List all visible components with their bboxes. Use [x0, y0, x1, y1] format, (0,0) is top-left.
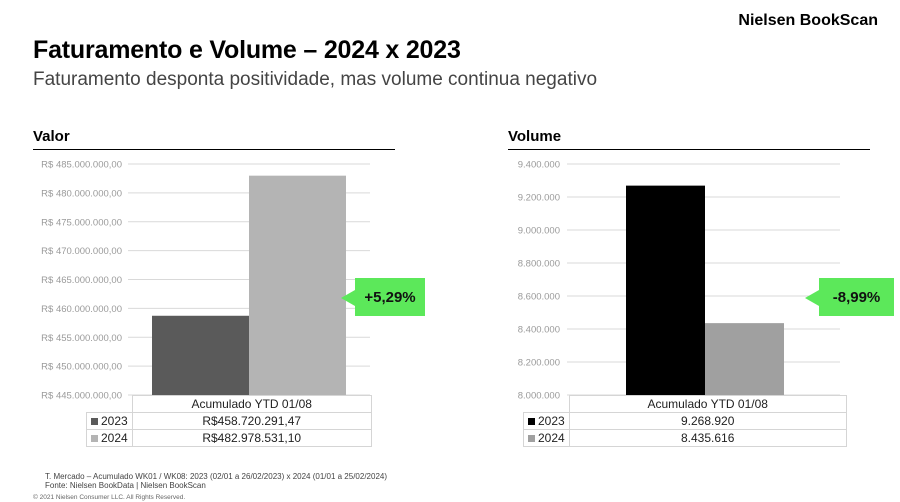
valor-chart: R$ 445.000.000,00 R$ 450.000.000,00 R$ 455…: [41, 160, 370, 402]
valor-value-2024: R$482.978.531,10: [131, 429, 372, 447]
volume-ytick-label: 8.600.000: [518, 292, 560, 303]
valor-ytick-label: R$ 460.000.000,00: [41, 304, 122, 315]
valor-swatch-2023: [91, 418, 98, 425]
valor-ytick-label: R$ 485.000.000,00: [41, 160, 122, 171]
valor-bar-2024: [249, 175, 346, 395]
volume-section-title: Volume: [508, 128, 562, 145]
valor-ytick-label: R$ 465.000.000,00: [41, 275, 122, 286]
valor-bar-2023: [152, 315, 249, 395]
valor-change-badge-pointer: [341, 290, 355, 306]
valor-data-table: Acumulado YTD 01/08 2023 R$458.720.291,4…: [86, 395, 372, 447]
volume-table-category: Acumulado YTD 01/08: [568, 395, 847, 413]
volume-legend-2024-label: 2024: [538, 431, 565, 445]
volume-legend-2023-label: 2023: [538, 414, 565, 428]
volume-bar-2023: [626, 185, 705, 395]
valor-ytick-label: R$ 480.000.000,00: [41, 188, 122, 199]
valor-section-rule: [33, 149, 395, 150]
valor-ytick-label: R$ 455.000.000,00: [41, 333, 122, 344]
volume-table-corner: [523, 395, 570, 413]
volume-ytick-label: 8.800.000: [518, 259, 560, 270]
volume-ytick-label: 8.200.000: [518, 358, 560, 369]
valor-legend-2023: 2023: [86, 412, 133, 430]
volume-ytick-label: 8.400.000: [518, 325, 560, 336]
page-title: Faturamento e Volume – 2024 x 2023: [33, 36, 461, 64]
volume-legend-2023: 2023: [523, 412, 570, 430]
valor-legend-2023-label: 2023: [101, 414, 128, 428]
valor-ytick-label: R$ 475.000.000,00: [41, 217, 122, 228]
footnote-period: T. Mercado – Acumulado WK01 / WK08: 2023…: [45, 472, 387, 481]
valor-ytick-label: R$ 445.000.000,00: [41, 391, 122, 402]
valor-swatch-2024: [91, 435, 98, 442]
volume-value-2023: 9.268.920: [568, 412, 847, 430]
valor-change-badge: +5,29%: [355, 278, 425, 316]
volume-change-badge-pointer: [805, 290, 819, 306]
valor-ytick-label: R$ 450.000.000,00: [41, 362, 122, 373]
volume-ytick-label: 9.000.000: [518, 226, 560, 237]
volume-table-header-row: Acumulado YTD 01/08: [523, 395, 847, 413]
brand-logo-text: Nielsen BookScan: [738, 12, 878, 29]
volume-table-row-2024: 2024 8.435.616: [523, 429, 847, 447]
volume-legend-2024: 2024: [523, 429, 570, 447]
volume-change-badge: -8,99%: [819, 278, 894, 316]
valor-legend-2024-label: 2024: [101, 431, 128, 445]
valor-table-category: Acumulado YTD 01/08: [131, 395, 372, 413]
valor-table-row-2024: 2024 R$482.978.531,10: [86, 429, 372, 447]
valor-table-header-row: Acumulado YTD 01/08: [86, 395, 372, 413]
volume-swatch-2024: [528, 435, 535, 442]
valor-ytick-label: R$ 470.000.000,00: [41, 246, 122, 257]
valor-legend-2024: 2024: [86, 429, 133, 447]
valor-value-2023: R$458.720.291,47: [131, 412, 372, 430]
valor-table-row-2023: 2023 R$458.720.291,47: [86, 412, 372, 430]
copyright: © 2021 Nielsen Consumer LLC. All Rights …: [33, 494, 186, 501]
volume-section-rule: [508, 149, 870, 150]
footnote-source: Fonte: Nielsen BookData | Nielsen BookSc…: [45, 481, 206, 490]
volume-swatch-2023: [528, 418, 535, 425]
valor-table-corner: [86, 395, 133, 413]
volume-bar-2024: [705, 323, 784, 395]
volume-value-2024: 8.435.616: [568, 429, 847, 447]
volume-ytick-label: 9.200.000: [518, 193, 560, 204]
volume-ytick-label: 9.400.000: [518, 160, 560, 171]
volume-data-table: Acumulado YTD 01/08 2023 9.268.920 2024 …: [523, 395, 847, 447]
page-subtitle: Faturamento desponta positividade, mas v…: [33, 69, 598, 90]
valor-section-title: Valor: [33, 128, 70, 145]
volume-table-row-2023: 2023 9.268.920: [523, 412, 847, 430]
volume-chart: 8.000.0008.200.0008.400.0008.600.0008.80…: [518, 160, 840, 402]
